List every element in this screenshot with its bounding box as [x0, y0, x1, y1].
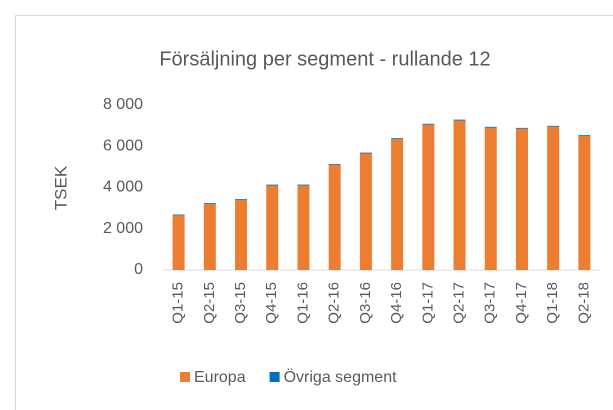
x-tick-label: Q1-17: [419, 282, 436, 324]
chart-frame: [15, 15, 613, 410]
bar-segment: [235, 199, 248, 270]
bar-segment: [172, 215, 185, 270]
x-tick-label: Q2-18: [575, 282, 592, 324]
bar-segment: [359, 152, 372, 154]
bar-segment: [235, 199, 248, 200]
x-tick-label: Q4-15: [263, 282, 280, 324]
bar-segment: [297, 184, 310, 186]
y-tick-label: 4 000: [103, 179, 143, 196]
x-tick-label: Q3-15: [232, 282, 249, 324]
bar-segment: [578, 135, 591, 136]
bar-segment: [515, 127, 528, 129]
y-tick-label: 6 000: [103, 137, 143, 154]
bar-segment: [453, 120, 466, 270]
bar-segment: [453, 119, 466, 121]
bar-segment: [266, 185, 279, 270]
bar-segment: [547, 125, 560, 127]
bar-segment: [203, 203, 216, 204]
x-tick-label: Q2-15: [201, 282, 218, 324]
bar-segment: [203, 204, 216, 270]
x-tick-label: Q1-16: [294, 282, 311, 324]
bar-segment: [391, 138, 404, 140]
bar-segment: [484, 127, 497, 270]
legend-swatch: [180, 372, 190, 382]
y-axis-label: TSEK: [51, 165, 70, 210]
bar-segment: [515, 128, 528, 270]
bar-segment: [266, 184, 279, 186]
x-tick-label: Q1-15: [170, 282, 187, 324]
y-tick-label: 8 000: [103, 96, 143, 113]
x-tick-label: Q3-17: [482, 282, 499, 324]
bar-segment: [484, 126, 497, 128]
legend-label: Europa: [194, 369, 246, 386]
bar-segment: [547, 126, 560, 270]
y-tick-label: 0: [134, 261, 143, 278]
bar-segment: [422, 124, 435, 270]
bar-segment: [359, 153, 372, 270]
x-tick-label: Q2-17: [451, 282, 468, 324]
bar-segment: [391, 139, 404, 270]
chart-title: Försäljning per segment - rullande 12: [159, 48, 490, 70]
bar-segment: [172, 214, 185, 216]
x-tick-label: Q4-16: [388, 282, 405, 324]
x-tick-label: Q3-16: [357, 282, 374, 324]
bar-segment: [422, 123, 435, 125]
x-tick-label: Q4-17: [513, 282, 530, 324]
bar-segment: [328, 164, 341, 270]
bar-segment: [297, 185, 310, 270]
y-tick-label: 2 000: [103, 220, 143, 237]
legend-swatch: [269, 372, 280, 382]
bar-segment: [328, 163, 341, 165]
x-tick-label: Q2-16: [326, 282, 343, 324]
bar-segment: [578, 135, 591, 270]
x-tick-label: Q1-18: [544, 282, 561, 324]
legend-label: Övriga segment: [284, 368, 397, 386]
